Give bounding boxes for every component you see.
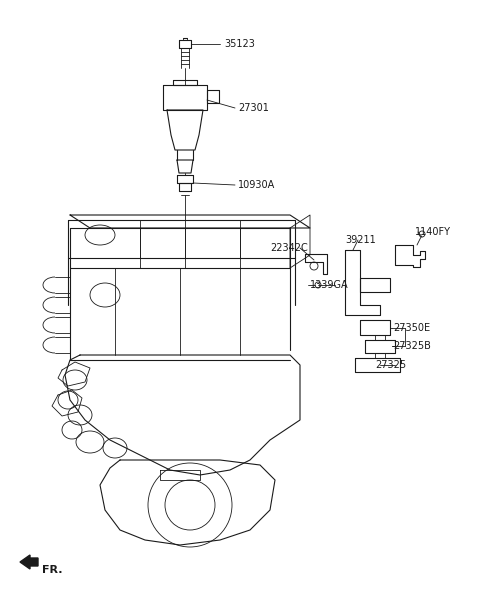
Text: 35123: 35123: [224, 39, 255, 49]
Text: 10930A: 10930A: [238, 180, 275, 190]
Text: FR.: FR.: [42, 565, 62, 575]
FancyArrow shape: [20, 555, 38, 569]
Text: 1140FY: 1140FY: [415, 227, 451, 237]
Text: 27301: 27301: [238, 103, 269, 113]
Text: 27325: 27325: [375, 360, 406, 370]
Text: 27325B: 27325B: [393, 341, 431, 351]
Text: 22342C: 22342C: [270, 243, 308, 253]
Text: 27350E: 27350E: [393, 323, 430, 333]
Text: 1339GA: 1339GA: [310, 280, 348, 290]
Text: 39211: 39211: [345, 235, 376, 245]
